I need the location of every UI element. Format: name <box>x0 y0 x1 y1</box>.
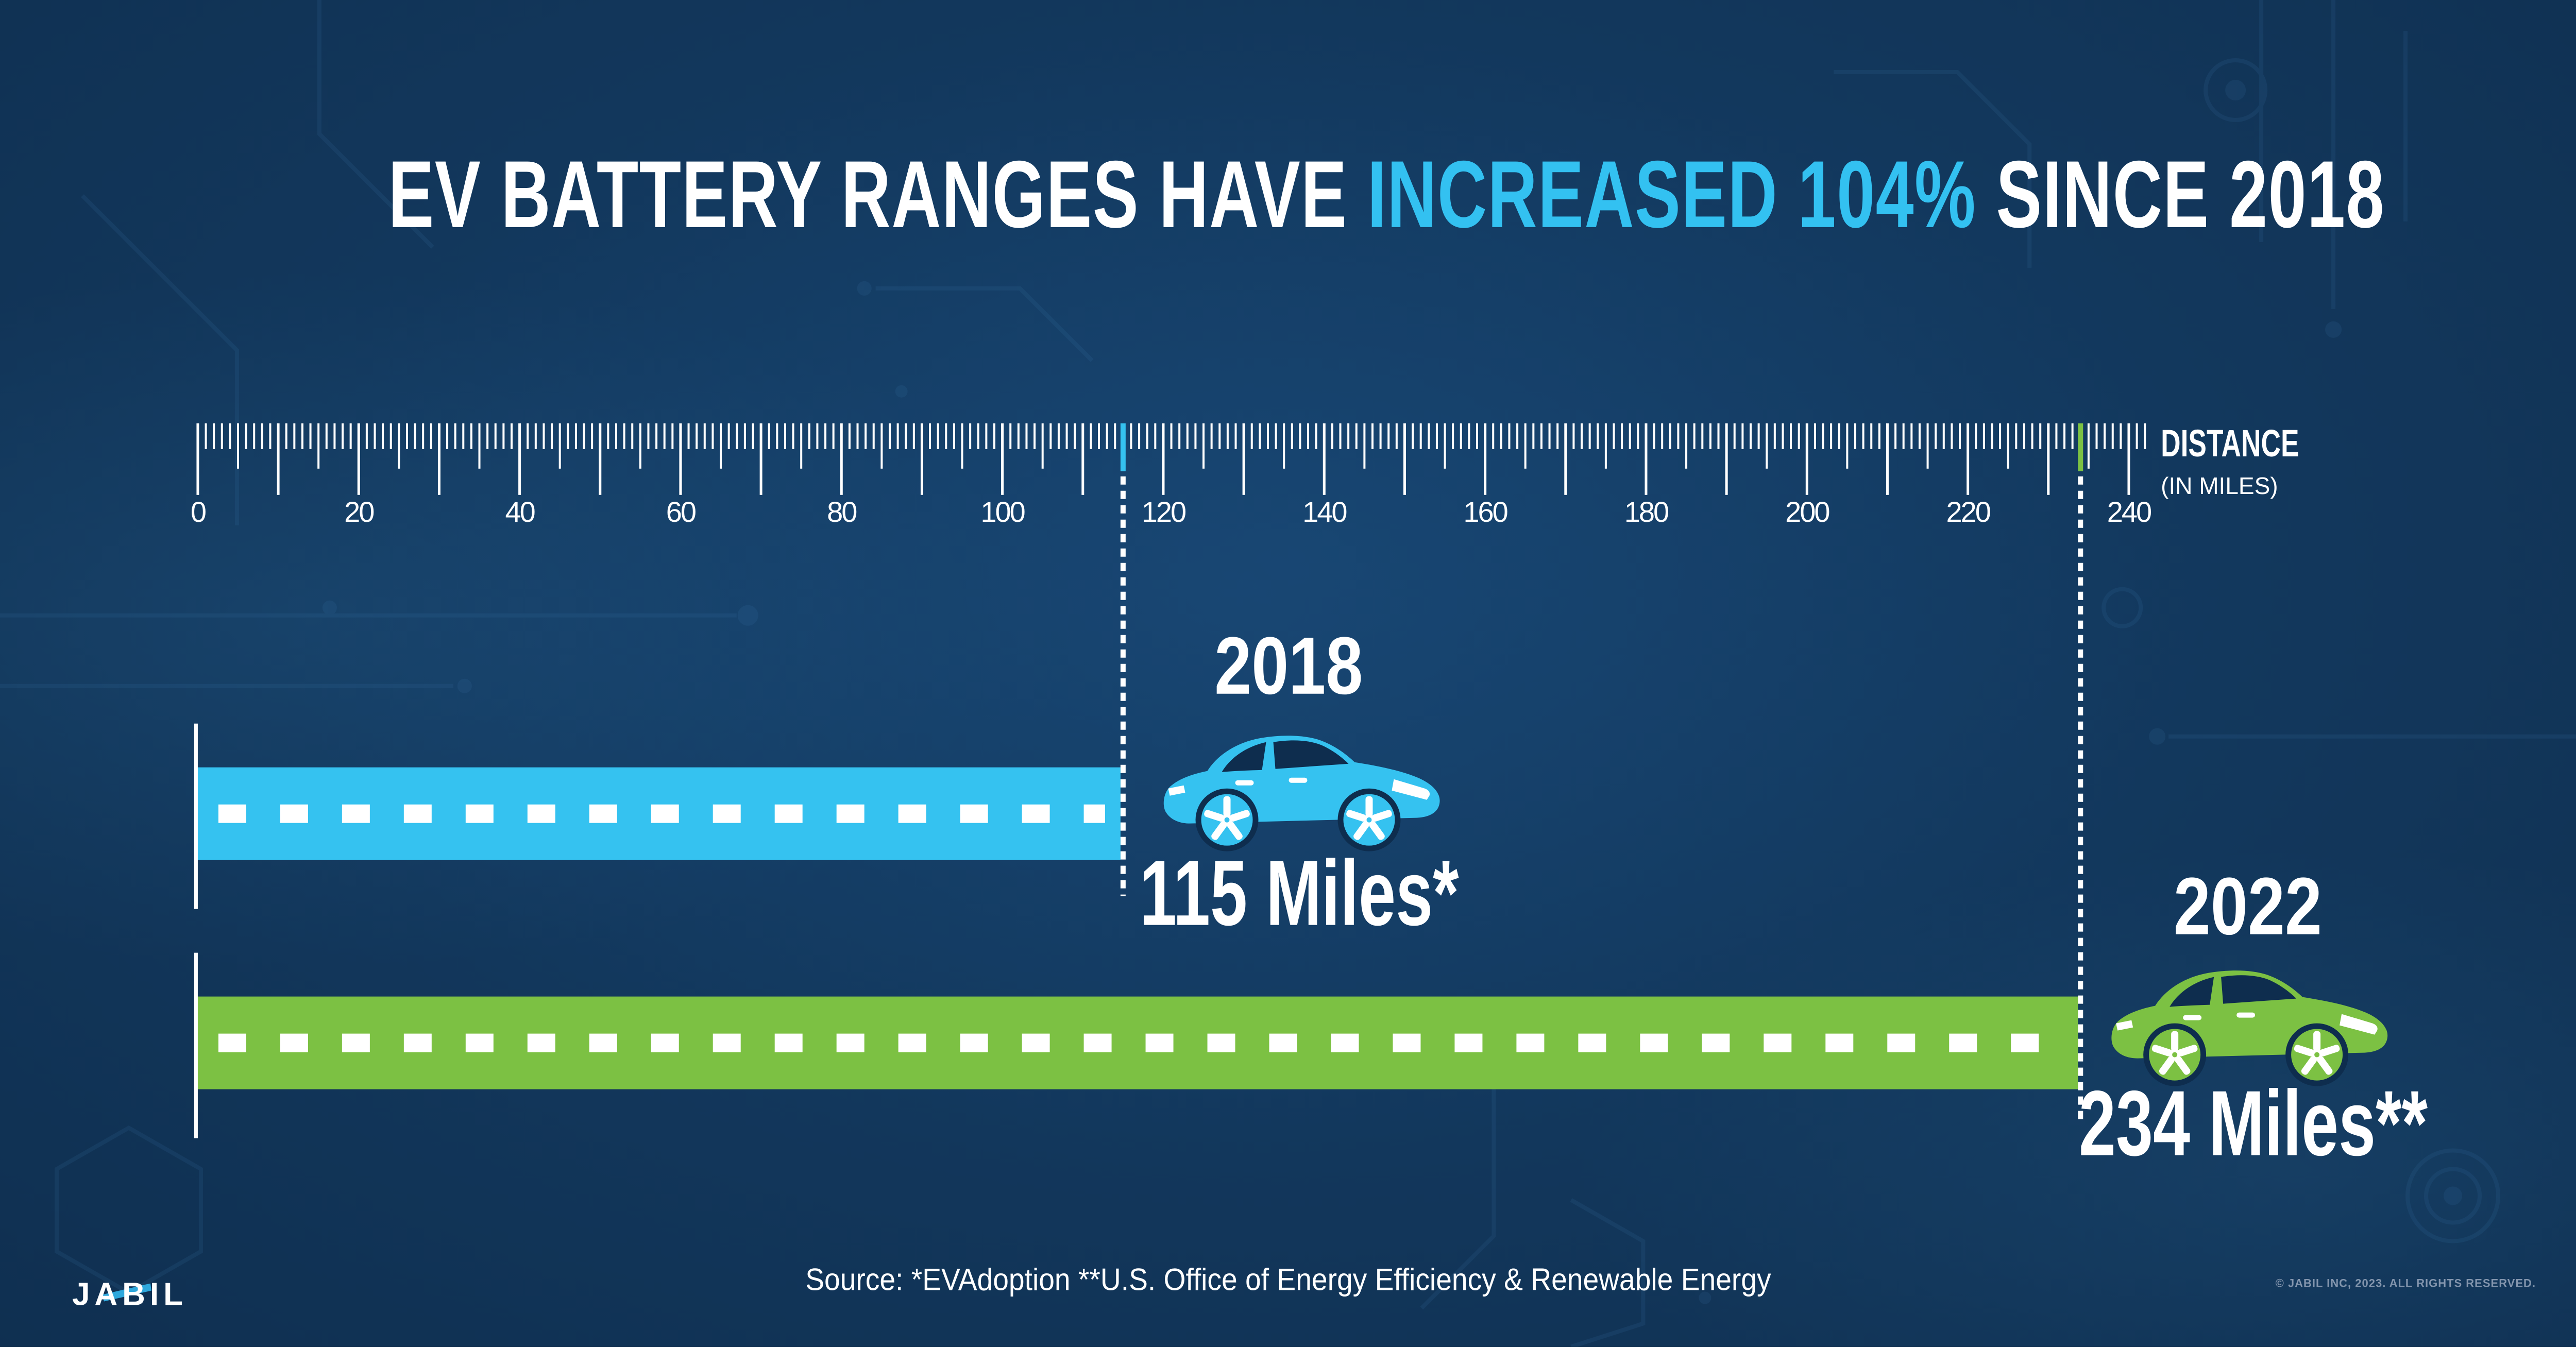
title-text-highlight: INCREASED 104% <box>1367 141 1976 248</box>
year-label-2018: 2018 <box>1214 620 1363 711</box>
svg-text:60: 60 <box>666 496 696 528</box>
svg-text:240: 240 <box>2107 496 2151 528</box>
axis-subtitle: (IN MILES) <box>2161 472 2278 499</box>
jabil-logo-text: JABIL <box>72 1276 188 1312</box>
jabil-logo: JABIL <box>72 1276 188 1312</box>
svg-text:40: 40 <box>505 496 534 528</box>
car-icon-2022 <box>2111 970 2388 1086</box>
miles-label-2022: 234 Miles** <box>2078 1071 2428 1175</box>
page-title: EV BATTERY RANGES HAVE INCREASED 104% SI… <box>0 141 2576 248</box>
year-label-2022: 2022 <box>2174 861 2323 952</box>
start-line-2018 <box>194 723 198 909</box>
title-text-post: SINCE 2018 <box>1976 141 2385 248</box>
start-line-2022 <box>194 952 198 1138</box>
svg-text:120: 120 <box>1142 496 1185 528</box>
mileage-ruler <box>196 423 2146 495</box>
copyright-notice: © JABIL INC, 2023. ALL RIGHTS RESERVED. <box>2275 1276 2536 1290</box>
jabil-logo-swoosh-icon <box>101 1283 151 1302</box>
title-text-pre: EV BATTERY RANGES HAVE <box>388 141 1367 248</box>
svg-text:80: 80 <box>827 496 856 528</box>
svg-text:100: 100 <box>980 496 1024 528</box>
miles-label-2018: 115 Miles* <box>1139 841 1459 945</box>
svg-text:200: 200 <box>1785 496 1829 528</box>
svg-text:160: 160 <box>1463 496 1507 528</box>
axis-title: DISTANCE <box>2161 421 2299 465</box>
highlight-tick-2018 <box>1120 423 1126 471</box>
svg-text:180: 180 <box>1624 496 1668 528</box>
svg-text:140: 140 <box>1302 496 1346 528</box>
highlight-tick-2022 <box>2078 423 2083 471</box>
mileage-ruler-labels: 0 20 40 60 80 100 120 140 160 180 200 220 240 <box>191 496 2153 528</box>
svg-text:0: 0 <box>191 496 206 528</box>
svg-text:220: 220 <box>1946 496 1990 528</box>
source-attribution: Source: *EVAdoption **U.S. Office of Ene… <box>805 1262 1771 1297</box>
range-bars <box>194 723 2078 1138</box>
car-icon-2018 <box>1163 736 1440 851</box>
svg-text:20: 20 <box>344 496 374 528</box>
range-guides <box>1120 476 2083 1126</box>
